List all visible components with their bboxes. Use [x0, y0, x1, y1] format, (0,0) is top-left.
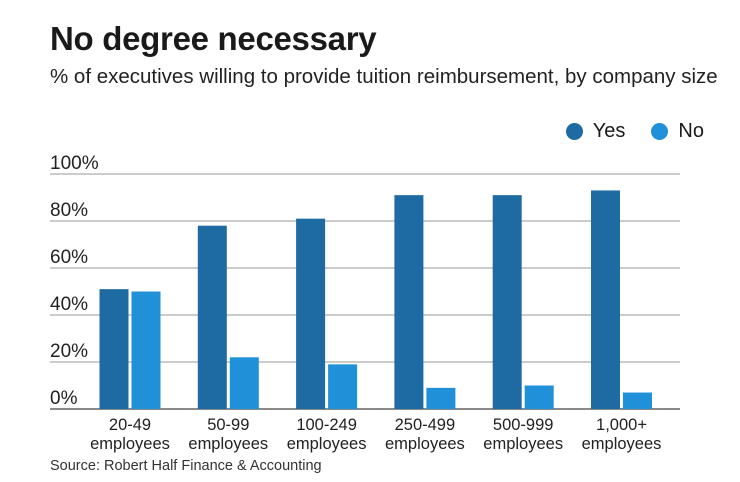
legend-label-no: No: [678, 120, 704, 142]
x-tick-label: 100-249: [296, 416, 357, 434]
x-tick-label: employees: [90, 435, 170, 453]
y-tick-label: 60%: [50, 247, 88, 268]
y-tick-label: 0%: [50, 388, 78, 409]
bar-no: [623, 392, 652, 409]
legend: Yes No: [565, 120, 704, 143]
x-tick-label: 1,000+: [596, 416, 647, 434]
x-tick-label: employees: [483, 435, 563, 453]
bar-yes: [296, 218, 326, 409]
bar-no: [229, 357, 259, 409]
x-tick-label: 250-499: [395, 416, 456, 434]
bar-yes: [197, 225, 227, 409]
x-tick-label: employees: [582, 435, 662, 453]
x-tick-label: 500-999: [493, 416, 554, 434]
bar-yes: [591, 190, 620, 409]
y-tick-label: 40%: [50, 294, 88, 315]
bar-no: [328, 364, 358, 409]
bar-no: [426, 387, 456, 409]
y-tick-label: 20%: [50, 341, 88, 362]
legend-label-yes: Yes: [592, 120, 626, 142]
x-tick-label: 20-49: [109, 416, 151, 434]
x-tick-label: 50-99: [207, 416, 249, 434]
bar-yes: [394, 195, 424, 409]
x-tick-label: employees: [188, 435, 268, 453]
legend-item-yes: Yes: [565, 120, 626, 143]
legend-swatch-yes: [565, 123, 583, 140]
bar-yes: [99, 289, 129, 409]
chart-title: No degree necessary: [50, 20, 377, 57]
source-note: Source: Robert Half Finance & Accounting: [50, 458, 322, 474]
chart-subtitle: % of executives willing to provide tuiti…: [50, 65, 718, 88]
x-tick-label: employees: [287, 435, 367, 453]
legend-item-no: No: [651, 120, 704, 143]
bar-yes: [492, 195, 522, 409]
x-tick-label: employees: [385, 435, 465, 453]
y-tick-label: 100%: [50, 153, 99, 174]
y-tick-label: 80%: [50, 200, 88, 221]
bar-no: [131, 291, 161, 409]
legend-swatch-no: [651, 123, 669, 140]
bar-no: [524, 385, 554, 409]
